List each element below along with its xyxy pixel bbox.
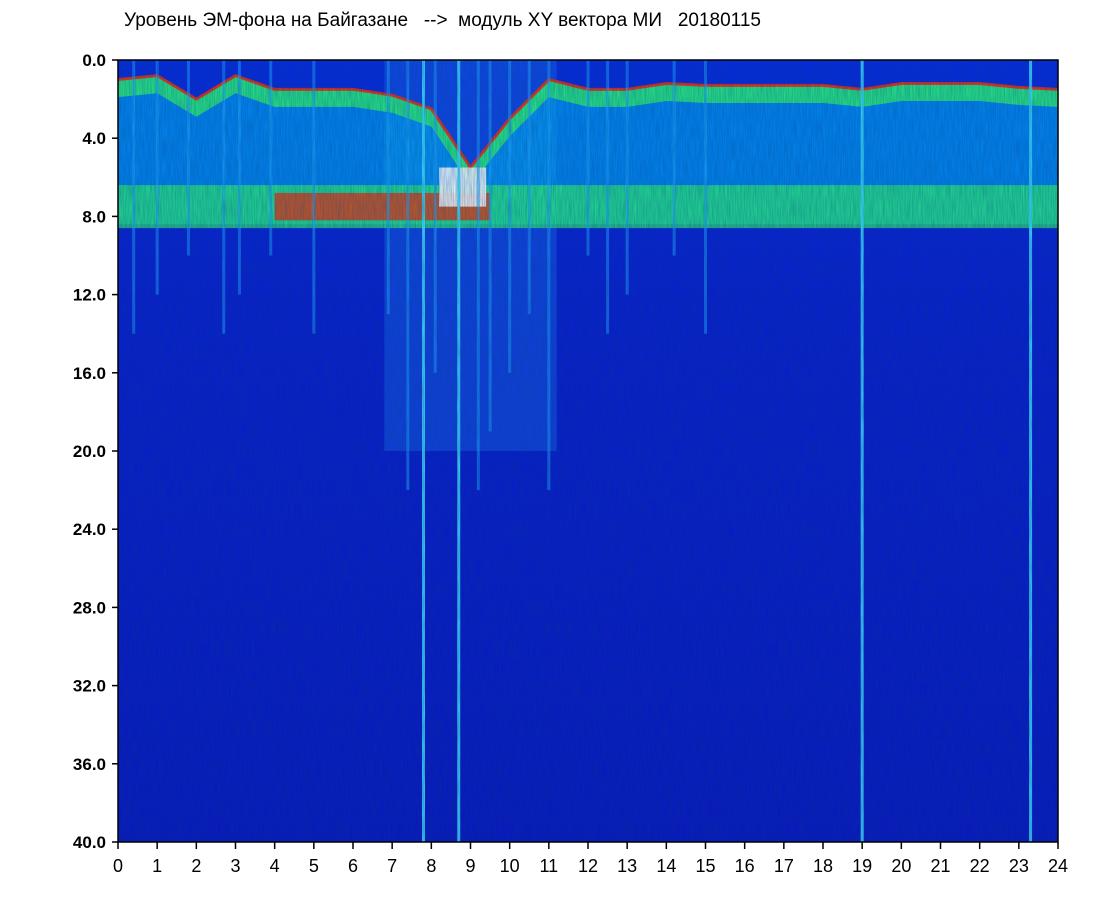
y-tick-label: 8.0	[82, 207, 106, 226]
y-tick-label: 32.0	[73, 677, 106, 696]
chart-title: Уровень ЭМ-фона на Байгазане --> модуль …	[124, 10, 761, 31]
x-tick-label: 17	[774, 856, 794, 876]
x-tick-label: 18	[813, 856, 833, 876]
x-tick-label: 19	[852, 856, 872, 876]
x-tick-label: 15	[695, 856, 715, 876]
x-tick-label: 20	[891, 856, 911, 876]
x-axis: 0 1 2 3 4 5 6 7 8 9 10 11 12 13 14 15 16 17 18 19 20 21 22 23 24	[113, 842, 1068, 876]
x-tick-label: 11	[539, 856, 558, 876]
x-tick-label: 3	[230, 856, 240, 876]
y-tick-label: 0.0	[82, 51, 106, 70]
x-tick-label: 5	[309, 856, 319, 876]
y-tick-label: 40.0	[73, 833, 106, 852]
x-tick-label: 23	[1009, 856, 1029, 876]
x-tick-label: 2	[191, 856, 201, 876]
x-tick-label: 9	[465, 856, 475, 876]
x-tick-label: 12	[578, 856, 598, 876]
x-tick-label: 8	[426, 856, 436, 876]
y-tick-label: 20.0	[73, 442, 106, 461]
x-tick-label: 13	[617, 856, 637, 876]
x-tick-label: 6	[348, 856, 358, 876]
x-tick-label: 0	[113, 856, 123, 876]
y-tick-label: 16.0	[73, 364, 106, 383]
x-tick-label: 4	[270, 856, 280, 876]
x-tick-label: 24	[1048, 856, 1068, 876]
x-tick-label: 21	[930, 856, 950, 876]
y-tick-label: 24.0	[73, 520, 106, 539]
y-tick-label: 36.0	[73, 755, 106, 774]
x-tick-label: 10	[500, 856, 520, 876]
x-tick-label: 7	[387, 856, 397, 876]
x-tick-label: 16	[735, 856, 755, 876]
x-tick-label: 22	[970, 856, 990, 876]
x-tick-label: 14	[656, 856, 676, 876]
y-tick-label: 12.0	[73, 286, 106, 305]
y-tick-label: 4.0	[82, 129, 106, 148]
noise-texture	[118, 60, 1058, 842]
x-tick-label: 1	[152, 856, 162, 876]
y-tick-label: 28.0	[73, 598, 106, 617]
spectrogram-plot	[118, 60, 1058, 842]
y-axis: 0.0 4.0 8.0 12.0 16.0 20.0 24.0 28.0 32.0 36.0 40.…	[73, 51, 118, 852]
